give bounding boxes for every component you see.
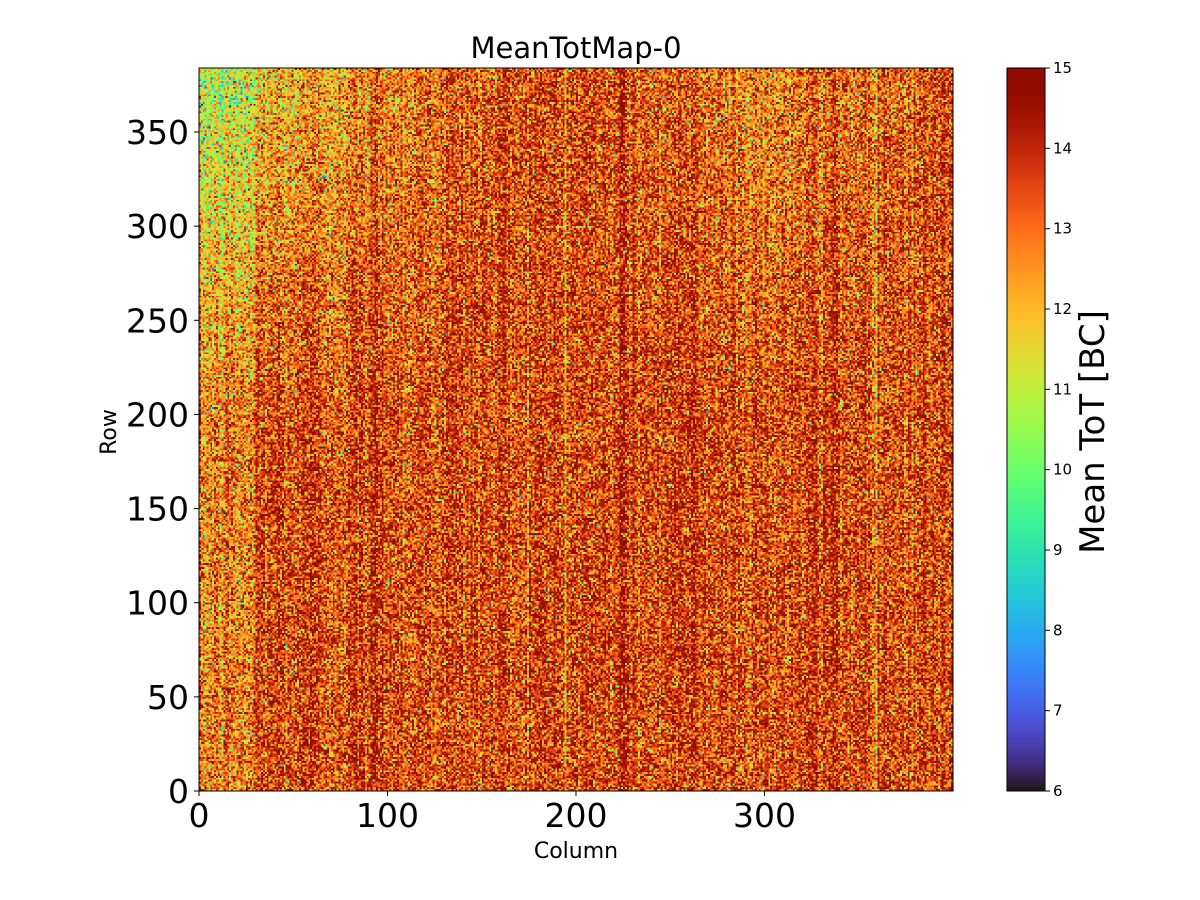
x-tick-label: 200 [545,796,608,835]
y-tick-label: 200 [126,395,189,434]
y-tick-label: 150 [126,490,189,529]
heatmap-image [199,68,953,791]
x-tick-label: 100 [356,796,419,835]
colorbar-tick-label: 9 [1053,541,1063,559]
colorbar-tick-label: 13 [1053,220,1072,238]
x-tick-label: 300 [733,796,796,835]
colorbar-ticks: 6 7 8 9 10 11 12 13 14 15 [1045,59,1072,800]
y-tick-label: 0 [168,772,189,811]
colorbar-frame [1006,67,1046,792]
colorbar-tick-label: 14 [1053,139,1072,157]
y-tick-label: 50 [147,678,189,717]
y-tick-label: 100 [126,584,189,623]
colorbar-tick-label: 15 [1053,59,1072,77]
chart-title: MeanTotMap-0 [470,31,681,65]
y-tick-label: 250 [126,301,189,340]
colorbar-tick-label: 11 [1053,380,1072,398]
y-axis-label: Row [97,409,122,455]
x-tick-label: 0 [189,796,210,835]
colorbar-tick-label: 8 [1053,621,1063,639]
colorbar-gradient [1007,68,1045,791]
colorbar-tick-label: 6 [1053,782,1063,800]
colorbar-label: Mean ToT [BC] [1073,310,1113,554]
x-axis-ticks: 0 100 200 300 [189,791,796,835]
colorbar-tick-label: 7 [1053,702,1063,720]
colorbar-tick-label: 10 [1053,461,1072,479]
y-axis-ticks: 0 50 100 150 200 250 300 350 [126,113,199,811]
colorbar-tick-label: 12 [1053,300,1072,318]
y-tick-label: 350 [126,113,189,152]
plot-frame [198,67,954,792]
x-axis-label: Column [534,839,618,864]
y-tick-label: 300 [126,207,189,246]
